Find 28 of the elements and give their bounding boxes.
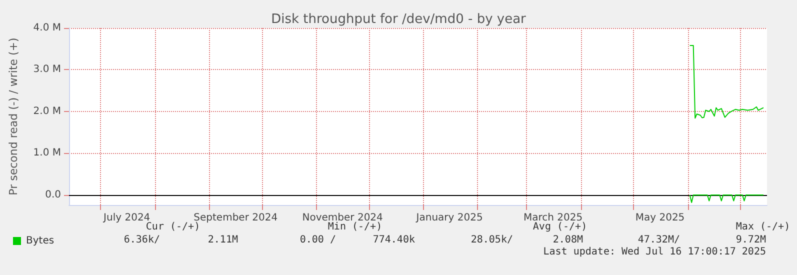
text: 9.72M [736,234,766,246]
x-tick-label: November 2024 [302,212,383,224]
y-tick-label: 2.0 M [33,106,61,117]
chart-title: Disk throughput for /dev/md0 - by year [271,12,527,27]
text: 2.11M [208,234,238,246]
x-tick-label: May 2025 [635,212,685,224]
text: 0.00 / [300,234,336,246]
y-tick-label: 4.0 M [33,22,61,34]
x-tick-label: January 2025 [415,212,483,224]
line-series [689,45,764,119]
text: 6.36k/ [124,234,160,246]
text: Cur (-/+) [146,222,200,232]
x-tick-label: July 2024 [102,212,150,224]
y-axis-title: Pr second read (-) / write (+) [7,38,20,196]
y-tick-label: 0.0 [45,189,61,200]
y-tick-label: 3.0 M [33,64,61,76]
text: 47.32M/ [638,234,680,246]
text: Min (-/+) [328,222,382,232]
x-tick-label: March 2025 [523,212,583,224]
text: 774.40k [372,234,415,246]
x-tick-label: September 2024 [194,212,278,224]
legend-label: Bytes [26,236,54,246]
text: Avg (-/+) [532,222,588,232]
text: 2.08M [552,234,583,246]
y-tick-label: 1.0 M [33,148,61,159]
text: Max (-/+) [736,222,790,232]
text: Last update: Wed Jul 16 17:00:17 2025 [543,246,766,258]
text: 28.05k/ [470,234,513,246]
